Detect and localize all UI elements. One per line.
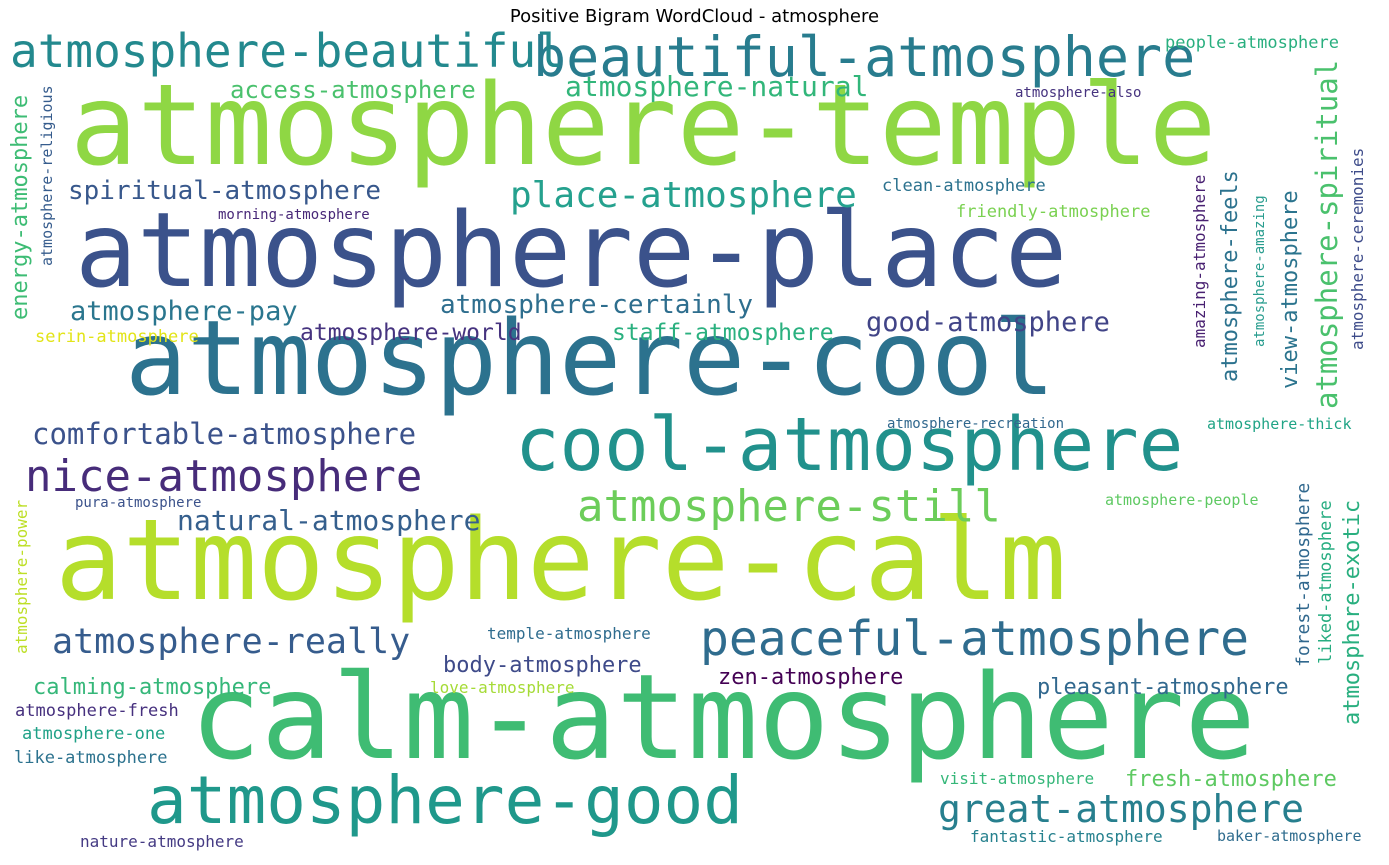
cloud-word-like-atmosphere: like-atmosphere xyxy=(14,748,168,768)
cloud-word-nice-atmosphere: nice-atmosphere xyxy=(25,451,423,502)
cloud-word-atmosphere-feels: atmosphere-feels xyxy=(1218,170,1243,382)
cloud-word-atmosphere-people: atmosphere-people xyxy=(1105,491,1259,509)
cloud-word-forest-atmosphere: forest-atmosphere xyxy=(1293,482,1314,667)
cloud-word-staff-atmosphere: staff-atmosphere xyxy=(612,320,834,346)
cloud-word-body-atmosphere: body-atmosphere xyxy=(443,653,642,678)
cloud-word-fresh-atmosphere: fresh-atmosphere xyxy=(1125,767,1337,792)
cloud-word-atmosphere-also: atmosphere-also xyxy=(1015,85,1142,101)
cloud-word-pura-atmosphere: pura-atmosphere xyxy=(75,495,202,511)
chart-title: Positive Bigram WordCloud - atmosphere xyxy=(509,6,880,27)
cloud-word-fantastic-atmosphere: fantastic-atmosphere xyxy=(970,827,1163,846)
cloud-word-atmosphere-pay: atmosphere-pay xyxy=(70,296,298,327)
cloud-word-place-atmosphere: place-atmosphere xyxy=(510,175,857,216)
cloud-word-atmosphere-world: atmosphere-world xyxy=(300,320,522,346)
cloud-word-calm-atmosphere: calm-atmosphere xyxy=(190,648,1256,786)
cloud-word-good-atmosphere: good-atmosphere xyxy=(866,307,1110,338)
cloud-word-friendly-atmosphere: friendly-atmosphere xyxy=(956,202,1151,222)
cloud-word-peaceful-atmosphere: peaceful-atmosphere xyxy=(700,611,1250,667)
cloud-word-view-atmosphere: view-atmosphere xyxy=(1278,190,1303,389)
cloud-word-atmosphere-fresh: atmosphere-fresh xyxy=(15,701,179,721)
cloud-word-atmosphere-amazing: atmosphere-amazing xyxy=(1252,195,1268,347)
cloud-word-atmosphere-beautiful: atmosphere-beautiful xyxy=(10,24,564,78)
cloud-word-atmosphere-certainly: atmosphere-certainly xyxy=(440,290,754,320)
cloud-word-morning-atmosphere: morning-atmosphere xyxy=(218,207,370,223)
cloud-word-people-atmosphere: people-atmosphere xyxy=(1165,33,1339,53)
cloud-word-clean-atmosphere: clean-atmosphere xyxy=(882,176,1046,196)
cloud-word-visit-atmosphere: visit-atmosphere xyxy=(940,769,1095,788)
cloud-word-love-atmosphere: love-atmosphere xyxy=(430,678,575,697)
cloud-word-serin-atmosphere: serin-atmosphere xyxy=(35,327,199,347)
cloud-word-atmosphere-religious: atmosphere-religious xyxy=(38,85,56,266)
cloud-word-calming-atmosphere: calming-atmosphere xyxy=(33,675,272,700)
cloud-word-amazing-atmosphere: amazing-atmosphere xyxy=(1190,174,1209,348)
cloud-word-atmosphere-place: atmosphere-place xyxy=(75,191,1068,311)
cloud-word-zen-atmosphere: zen-atmosphere xyxy=(718,665,904,690)
cloud-word-atmosphere-ceremonies: atmosphere-ceremonies xyxy=(1348,147,1367,350)
cloud-word-atmosphere-still: atmosphere-still xyxy=(577,481,1001,532)
cloud-word-atmosphere-good: atmosphere-good xyxy=(147,762,744,839)
cloud-word-comfortable-atmosphere: comfortable-atmosphere xyxy=(32,417,417,451)
cloud-word-atmosphere-natural: atmosphere-natural xyxy=(565,70,869,103)
cloud-word-nature-atmosphere: nature-atmosphere xyxy=(80,832,244,851)
cloud-word-natural-atmosphere: natural-atmosphere xyxy=(177,504,481,537)
cloud-word-atmosphere-exotic: atmosphere-exotic xyxy=(1340,499,1365,725)
cloud-word-atmosphere-spiritual: atmosphere-spiritual xyxy=(1310,59,1344,409)
cloud-word-great-atmosphere: great-atmosphere xyxy=(938,787,1305,831)
cloud-word-atmosphere-really: atmosphere-really xyxy=(52,622,411,662)
cloud-word-atmosphere-power: atmosphere-power xyxy=(12,499,31,654)
cloud-word-energy-atmosphere: energy-atmosphere xyxy=(8,94,33,320)
cloud-word-beautiful-atmosphere: beautiful-atmosphere xyxy=(533,25,1196,89)
cloud-word-atmosphere-cool: atmosphere-cool xyxy=(125,299,1056,419)
cloud-word-pleasant-atmosphere: pleasant-atmosphere xyxy=(1037,675,1289,700)
cloud-word-atmosphere-recreation: atmosphere-recreation xyxy=(887,416,1065,432)
cloud-word-atmosphere-thick: atmosphere-thick xyxy=(1207,415,1352,433)
cloud-word-atmosphere-temple: atmosphere-temple xyxy=(70,61,1217,191)
cloud-word-spiritual-atmosphere: spiritual-atmosphere xyxy=(68,176,382,206)
cloud-word-access-atmosphere: access-atmosphere xyxy=(230,76,476,104)
cloud-word-atmosphere-one: atmosphere-one xyxy=(22,724,166,744)
cloud-word-temple-atmosphere: temple-atmosphere xyxy=(487,624,651,643)
cloud-word-cool-atmosphere: cool-atmosphere xyxy=(515,402,1184,488)
cloud-word-baker-atmosphere: baker-atmosphere xyxy=(1217,827,1362,845)
cloud-word-atmosphere-calm: atmosphere-calm xyxy=(55,496,1067,626)
cloud-word-liked-atmosphere: liked-atmosphere xyxy=(1316,500,1336,664)
